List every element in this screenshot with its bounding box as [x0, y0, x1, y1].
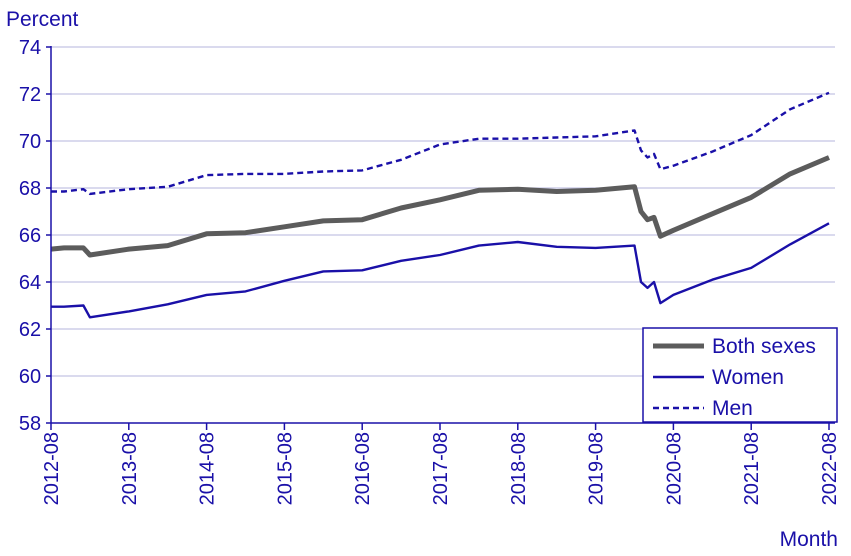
x-axis-ticks: 2012-08 2013-08 2014-08 2015-08 2016-08 2017-…	[41, 423, 841, 505]
x-tick-label: 2021-08	[741, 432, 763, 505]
y-tick-label: 74	[19, 37, 41, 59]
y-tick-label: 70	[19, 131, 41, 153]
y-axis-title: Percent	[6, 8, 79, 31]
gridlines	[51, 46, 835, 377]
legend-label-men: Men	[712, 397, 753, 420]
legend-label-women: Women	[712, 366, 784, 389]
x-tick-label: 2015-08	[274, 432, 296, 505]
series-lines	[50, 91, 830, 319]
y-axis-ticks: 58 60 62 64 66 68 70 72 74	[19, 37, 51, 435]
series-line-both-sexes	[50, 155, 830, 258]
y-tick-label: 58	[19, 413, 41, 435]
x-tick-label: 2022-08	[819, 432, 841, 505]
series-line-women	[51, 222, 830, 319]
x-tick-label: 2013-08	[119, 432, 141, 505]
legend-label-both-sexes: Both sexes	[712, 335, 816, 358]
x-tick-label: 2018-08	[508, 432, 530, 505]
x-tick-label: 2020-08	[663, 432, 685, 505]
y-tick-label: 60	[19, 366, 41, 388]
y-tick-label: 68	[19, 178, 41, 200]
y-tick-label: 64	[19, 272, 41, 294]
x-tick-label: 2016-08	[352, 432, 374, 505]
x-tick-label: 2014-08	[197, 432, 219, 505]
x-tick-label: 2019-08	[586, 432, 608, 505]
x-tick-label: 2012-08	[41, 432, 63, 505]
x-axis-title: Month	[780, 528, 838, 551]
x-tick-label: 2017-08	[430, 432, 452, 505]
y-tick-label: 62	[19, 319, 41, 341]
legend: Both sexes Women Men	[642, 327, 838, 423]
series-line-men	[51, 91, 830, 196]
y-tick-label: 66	[19, 225, 41, 247]
y-tick-label: 72	[19, 84, 41, 106]
